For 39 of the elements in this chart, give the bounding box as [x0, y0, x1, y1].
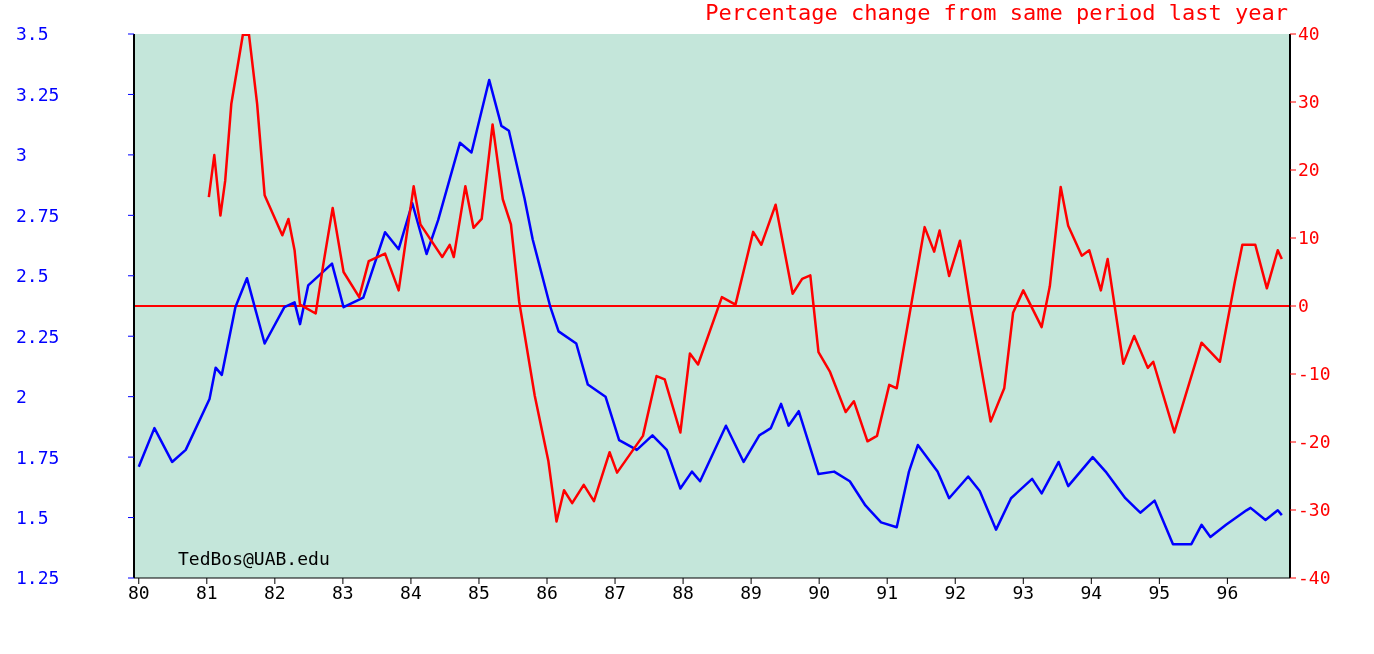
x-tick-label: 85	[468, 581, 490, 603]
y-tick-label: 1.5	[16, 506, 49, 528]
y-tick-label: 1.75	[16, 446, 60, 468]
x-tick-label: 89	[740, 581, 762, 603]
x-tick-label: 84	[400, 581, 422, 603]
y2-tick-label: -30	[1298, 499, 1331, 521]
y-tick-label: 1.25	[16, 567, 60, 589]
x-tick-label: 81	[195, 581, 218, 603]
x-tick-label: 82	[264, 581, 286, 603]
y2-tick-label: 10	[1298, 227, 1320, 249]
annotation: TedBos@UAB.edu	[178, 548, 330, 569]
x-tick-label: 86	[536, 581, 558, 603]
y2-tick-label: 0	[1298, 295, 1309, 317]
y-tick-label: 3.25	[16, 83, 60, 105]
y2-tick-label: 30	[1298, 91, 1320, 113]
line-series	[137, 78, 1284, 546]
y-tick-label: 2.5	[16, 265, 49, 287]
y-tick-label: 2.25	[16, 325, 60, 347]
y-tick-label: 3	[16, 144, 27, 166]
x-tick-label: 95	[1148, 581, 1171, 603]
y-tick-label: 2	[16, 386, 27, 408]
y-tick-label: 3.5	[16, 23, 49, 45]
x-tick-label: 92	[944, 581, 967, 603]
y2-tick-label: -40	[1298, 567, 1331, 589]
y2-tick-label: 40	[1298, 23, 1320, 45]
y2-axis-title: Percentage change from same period last year	[705, 0, 1288, 25]
x-tick-label: 96	[1216, 581, 1239, 603]
x-tick-label: 91	[876, 581, 899, 603]
x-tick-label: 94	[1080, 581, 1103, 603]
x-tick-label: 83	[332, 581, 354, 603]
y2-tick-label: -20	[1298, 431, 1331, 453]
x-tick-label: 88	[672, 581, 694, 603]
y-tick-label: 2.75	[16, 204, 60, 226]
x-tick-label: 80	[127, 581, 150, 603]
x-tick-label: 90	[808, 581, 831, 603]
x-tick-label: 87	[604, 581, 626, 603]
y2-tick-label: -10	[1298, 363, 1331, 385]
x-tick-label: 93	[1012, 581, 1035, 603]
y2-tick-label: 20	[1298, 159, 1320, 181]
